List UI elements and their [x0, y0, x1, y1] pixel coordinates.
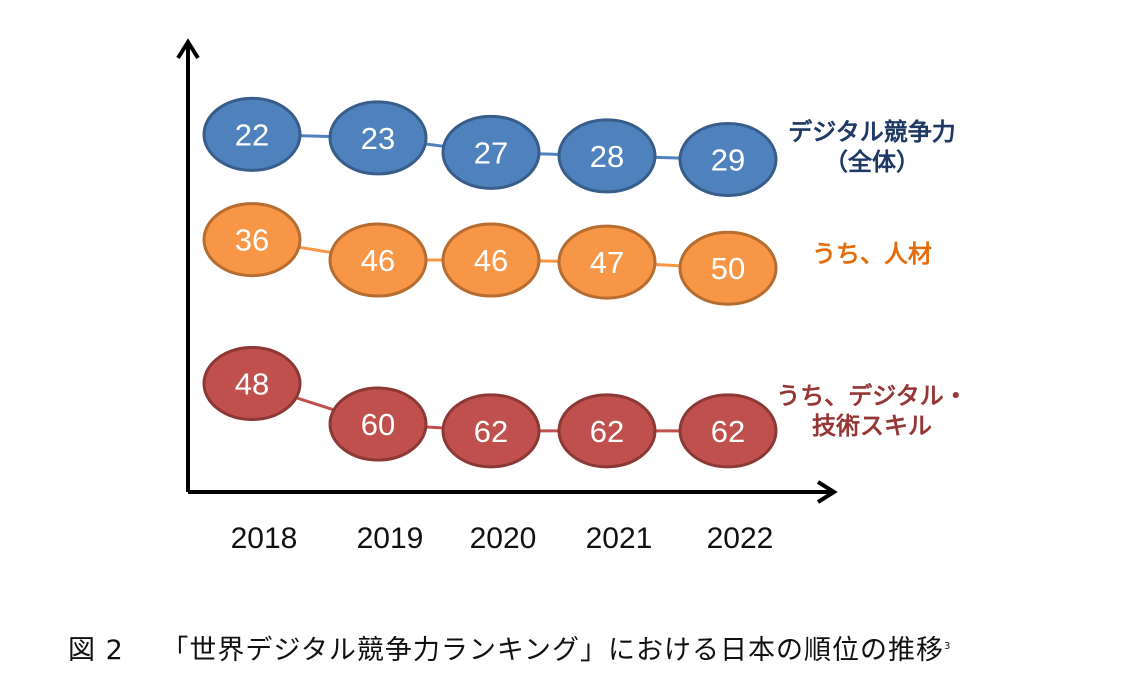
data-label: 29 [711, 143, 745, 178]
data-marker [678, 122, 778, 198]
data-label: 23 [361, 121, 395, 156]
series-1-point: 28 [557, 118, 657, 194]
data-marker [441, 393, 541, 469]
data-label: 46 [361, 243, 395, 278]
data-marker [557, 118, 657, 194]
legend-label-series-2: うち、人材 [812, 240, 932, 268]
series-1-point: 27 [441, 114, 541, 190]
series-2-point: 50 [678, 230, 778, 306]
series-3-point: 62 [678, 393, 778, 469]
data-label: 36 [235, 223, 269, 258]
caption-text: 「世界デジタル競争力ランキング」における日本の順位の推移 [161, 635, 945, 666]
x-tick-label: 2019 [357, 522, 424, 555]
data-marker [557, 393, 657, 469]
legend-label-series-1: （全体） [824, 148, 920, 176]
data-marker [328, 386, 428, 462]
series-3-point: 62 [557, 393, 657, 469]
data-marker [328, 100, 428, 176]
data-label: 62 [711, 414, 745, 449]
legend-label-series-1: デジタル競争力 [788, 118, 956, 146]
x-tick-label: 2018 [231, 522, 298, 555]
data-marker [328, 222, 428, 298]
figure-number: 図 2 [68, 635, 124, 666]
series-2-point: 47 [557, 224, 657, 300]
series-2-point: 46 [328, 222, 428, 298]
data-label: 50 [711, 251, 745, 286]
data-marker [441, 222, 541, 298]
data-marker [678, 393, 778, 469]
data-label: 22 [235, 117, 269, 152]
data-label: 62 [474, 414, 508, 449]
data-label: 48 [235, 366, 269, 401]
footnote-marker: 3 [944, 641, 952, 652]
data-marker [557, 224, 657, 300]
series-3-point: 62 [441, 393, 541, 469]
data-label: 28 [590, 139, 624, 174]
data-label: 46 [474, 243, 508, 278]
data-label: 60 [361, 407, 395, 442]
legend-label-series-3: うち、デジタル・ [776, 382, 968, 410]
data-marker [202, 202, 302, 278]
series-1-point: 23 [328, 100, 428, 176]
series-3-point: 60 [328, 386, 428, 462]
data-label: 47 [590, 245, 624, 280]
series-3-point: 48 [202, 345, 302, 421]
y-axis-arrow [176, 38, 200, 60]
data-marker [441, 114, 541, 190]
x-tick-label: 2021 [586, 522, 653, 555]
data-marker [202, 345, 302, 421]
x-tick-label: 2020 [470, 522, 537, 555]
legend-label-series-3: 技術スキル [812, 412, 932, 440]
x-axis-arrow [816, 480, 838, 504]
data-label: 27 [474, 135, 508, 170]
series-2-point: 46 [441, 222, 541, 298]
series-1-point: 29 [678, 122, 778, 198]
axes [176, 38, 838, 504]
data-marker [678, 230, 778, 306]
series-2-point: 36 [202, 202, 302, 278]
figure-caption: 図 2 「世界デジタル競争力ランキング」における日本の順位の推移3 [68, 628, 1118, 667]
series-1-point: 22 [202, 96, 302, 172]
data-label: 62 [590, 414, 624, 449]
x-tick-label: 2022 [707, 522, 774, 555]
data-marker [202, 96, 302, 172]
